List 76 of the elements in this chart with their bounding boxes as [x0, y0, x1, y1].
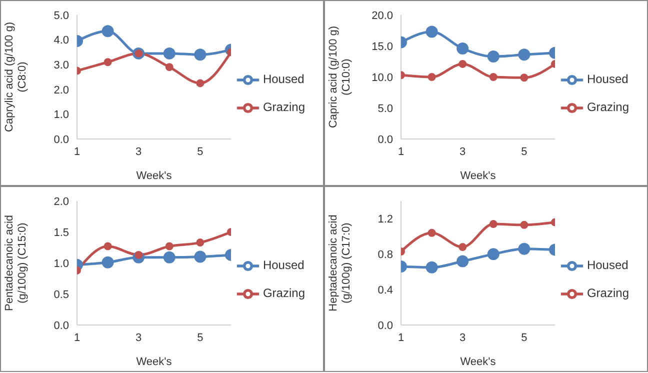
x-tick-label: 3	[136, 146, 142, 158]
x-tick-label: 5	[197, 146, 204, 158]
x-tick-label: 3	[460, 332, 466, 344]
point	[487, 248, 500, 260]
point	[487, 50, 500, 63]
y-tick-label: 1.0	[54, 109, 69, 122]
y-axis-title: Heptadecanoic acid (g/100g) (C17:0)	[328, 214, 352, 312]
legend-label: Housed	[586, 258, 628, 272]
point	[428, 73, 436, 81]
point	[458, 60, 467, 68]
x-axis-title: Week's	[460, 170, 496, 182]
y-tick-label: 1.0	[54, 258, 69, 270]
legend-label: Grazing	[262, 100, 305, 114]
y-tick-label: 15.0	[372, 40, 393, 53]
x-axis-title: Week's	[460, 356, 496, 368]
point	[196, 79, 204, 88]
x-tick-label: 1	[74, 332, 80, 344]
y-tick-label: 10.0	[372, 72, 393, 84]
x-tick-label: 3	[136, 332, 142, 344]
y-axis-title: Caprylic acid (g/100 g) (C8:0)	[4, 22, 28, 132]
y-tick-label: 0.8	[378, 249, 393, 262]
x-tick-label: 1	[398, 146, 404, 158]
y-tick-label: 0.0	[378, 320, 393, 332]
x-axis-title: Week's	[136, 356, 172, 368]
y-axis-title: Capric acid (g/100 g) (C10:0)	[328, 26, 352, 128]
point	[165, 242, 174, 250]
point	[102, 25, 114, 38]
y-tick-label: 2.0	[54, 84, 69, 96]
point	[518, 242, 530, 255]
point	[428, 228, 436, 237]
y-tick-label: 20.0	[372, 10, 393, 22]
y-tick-label: 1.2	[378, 214, 393, 226]
point	[194, 250, 206, 263]
point	[102, 256, 114, 268]
y-tick-label: 2.0	[54, 196, 69, 208]
y-tick-label: 3.0	[54, 60, 69, 72]
legend-label: Grazing	[586, 286, 629, 300]
point	[520, 74, 528, 82]
point	[104, 242, 112, 250]
legend-label: Grazing	[262, 286, 305, 300]
point	[456, 255, 469, 268]
point	[163, 47, 176, 60]
y-axis-title: Pentadecanoic acid (g/100g) (C15:0)	[4, 214, 28, 312]
y-tick-label: 5.0	[378, 102, 393, 115]
point	[489, 220, 498, 228]
point	[456, 42, 469, 54]
point	[426, 26, 438, 38]
y-tick-label: 0.5	[54, 288, 69, 301]
y-tick-label: 0.4	[378, 284, 393, 296]
x-tick-label: 5	[521, 146, 528, 158]
y-tick-label: 0.0	[54, 134, 69, 146]
x-tick-label: 1	[398, 332, 404, 344]
point	[165, 63, 174, 72]
point	[196, 238, 204, 247]
legend-label: Grazing	[586, 100, 629, 114]
legend-label: Housed	[262, 72, 304, 86]
x-tick-label: 5	[521, 332, 528, 344]
x-tick-label: 3	[460, 146, 466, 158]
point	[426, 261, 438, 274]
legend-label: Housed	[262, 258, 304, 272]
y-tick-label: 0.0	[378, 134, 393, 146]
y-tick-label: 1.5	[54, 226, 69, 239]
y-tick-label: 0.0	[54, 320, 69, 332]
legend-label: Housed	[586, 72, 628, 86]
point	[520, 220, 528, 229]
x-tick-label: 1	[74, 146, 80, 158]
x-axis-title: Week's	[136, 170, 172, 182]
point	[518, 48, 530, 61]
y-tick-label: 5.0	[54, 10, 69, 22]
point	[458, 243, 467, 252]
y-tick-label: 4.0	[54, 34, 69, 47]
point	[489, 73, 498, 81]
point	[194, 48, 206, 61]
point	[104, 58, 112, 66]
x-tick-label: 5	[197, 332, 204, 344]
point	[163, 251, 176, 264]
